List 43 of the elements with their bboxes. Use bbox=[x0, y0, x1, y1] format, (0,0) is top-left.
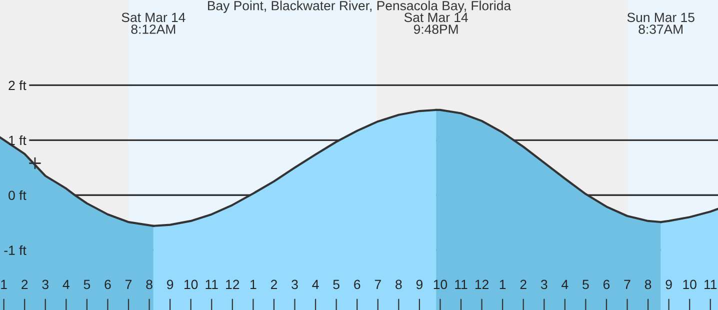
annotation: Sat Mar 14 8:12AM bbox=[122, 12, 186, 34]
x-tick-label: 12 bbox=[475, 280, 488, 290]
x-tick-label: 4 bbox=[312, 280, 319, 290]
x-tick-label: 8 bbox=[644, 280, 652, 290]
x-tick-label: 3 bbox=[42, 280, 48, 290]
x-tick-label: 3 bbox=[540, 280, 548, 290]
chart-title: Bay Point, Blackwater River, Pensacola Bay, Florida bbox=[208, 0, 512, 13]
y-tick-label: -1 ft bbox=[4, 245, 26, 255]
x-tick-label: 9 bbox=[666, 280, 672, 290]
x-tick-label: 7 bbox=[624, 280, 630, 290]
x-tick-label: 8 bbox=[396, 280, 402, 290]
x-tick-label: 11 bbox=[455, 280, 468, 290]
annotation: Sun Mar 15 8:37AM bbox=[627, 12, 694, 34]
x-tick-label: 2 bbox=[270, 280, 277, 290]
x-tick-label: 1 bbox=[1, 280, 7, 290]
annotation: Sat Mar 14 9:48PM bbox=[404, 12, 468, 34]
x-tick-label: 10 bbox=[434, 280, 448, 290]
x-tick-label: 6 bbox=[603, 280, 610, 290]
x-tick-label: 4 bbox=[62, 280, 70, 290]
y-tick-label: 1 ft bbox=[9, 135, 26, 146]
x-tick-label: 2 bbox=[22, 280, 28, 290]
x-tick-label: 5 bbox=[84, 280, 90, 290]
x-tick-label: 5 bbox=[582, 280, 589, 290]
x-tick-label: 9 bbox=[167, 280, 174, 290]
x-tick-label: 1 bbox=[250, 280, 256, 290]
x-tick-label: 6 bbox=[354, 280, 360, 290]
x-tick-label: 11 bbox=[206, 280, 218, 290]
x-tick-label: 6 bbox=[104, 280, 111, 290]
x-tick-label: 2 bbox=[520, 280, 526, 290]
x-tick-label: 1 bbox=[500, 280, 506, 290]
x-tick-label: 10 bbox=[683, 280, 696, 290]
x-tick-label: 7 bbox=[374, 280, 381, 290]
x-tick-label: 11 bbox=[704, 280, 717, 290]
x-tick-label: 12 bbox=[226, 280, 240, 290]
y-tick-label: 0 ft bbox=[8, 190, 26, 200]
x-tick-label: 9 bbox=[416, 280, 422, 290]
x-tick-label: 3 bbox=[292, 280, 298, 290]
x-tick-label: 5 bbox=[333, 280, 340, 290]
x-tick-label: 7 bbox=[126, 280, 132, 290]
x-tick-label: 10 bbox=[184, 280, 198, 290]
x-tick-label: 8 bbox=[146, 280, 152, 290]
x-tick-label: 4 bbox=[562, 280, 568, 290]
y-tick-label: 2 ft bbox=[8, 80, 26, 90]
